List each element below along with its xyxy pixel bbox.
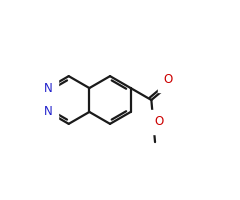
Text: O: O bbox=[155, 115, 164, 128]
Text: O: O bbox=[163, 73, 173, 86]
Text: N: N bbox=[44, 82, 52, 95]
Text: N: N bbox=[44, 105, 52, 118]
